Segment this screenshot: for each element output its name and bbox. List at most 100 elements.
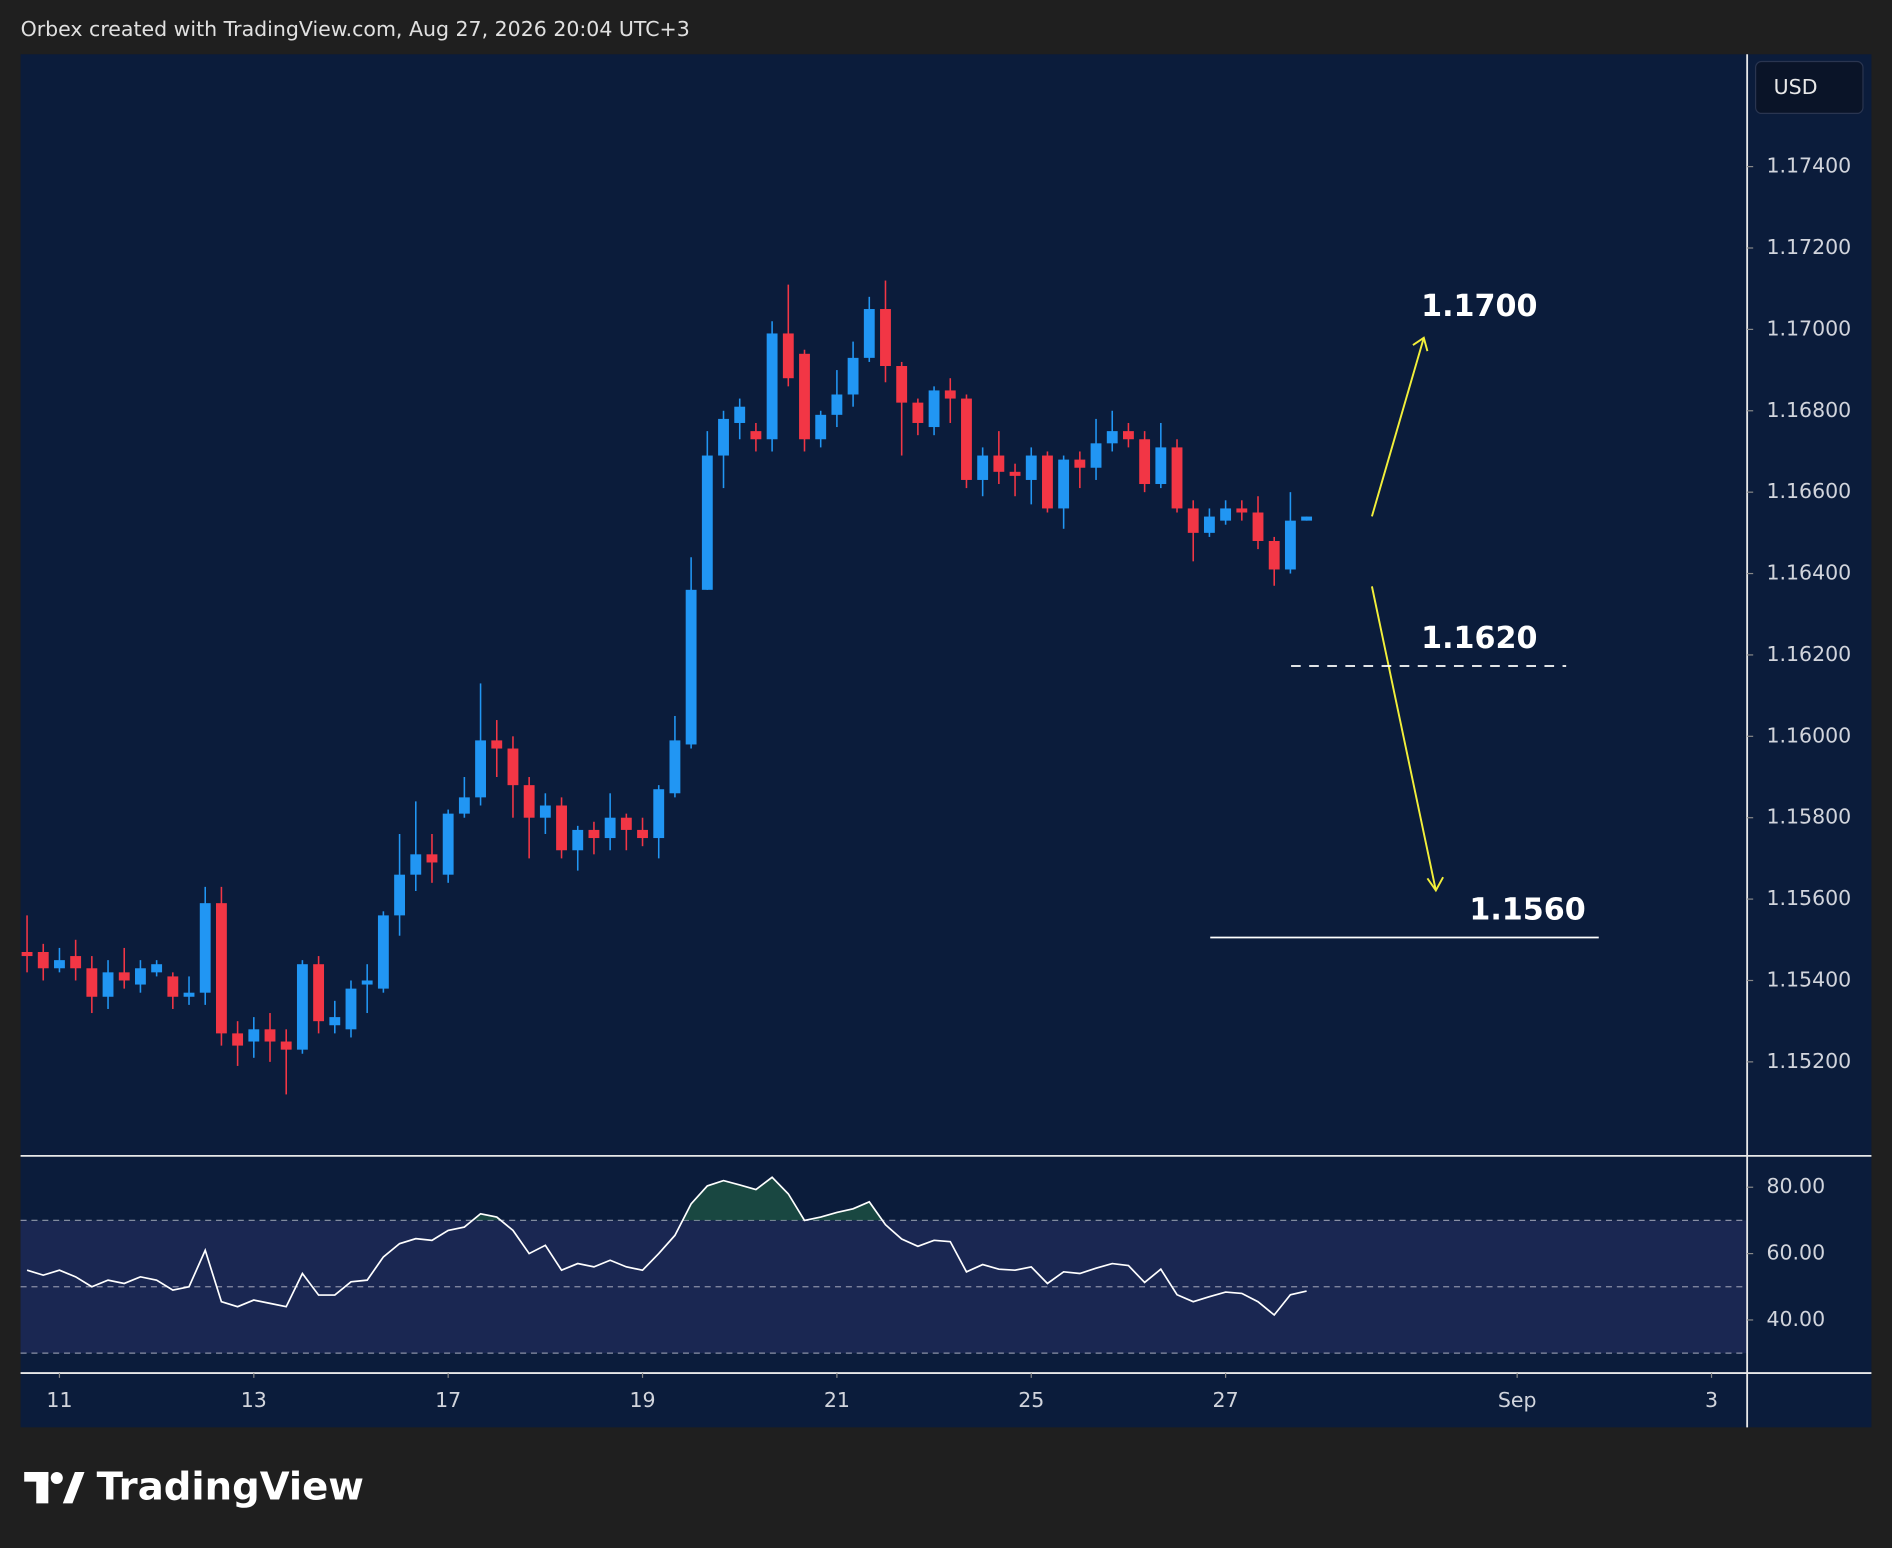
x-tick-label: 27 xyxy=(1213,1388,1239,1412)
candle-body xyxy=(993,455,1005,472)
candle-body xyxy=(151,964,163,973)
candle-body xyxy=(1268,540,1280,570)
x-tick-label: 19 xyxy=(629,1388,655,1412)
level-label: 1.1620 xyxy=(1421,621,1537,656)
candle-body xyxy=(37,951,49,969)
candle-body xyxy=(620,817,632,830)
candle-body xyxy=(345,988,357,1030)
y-tick-label: 1.17000 xyxy=(1766,316,1851,340)
y-tick-label: 1.15400 xyxy=(1766,967,1851,991)
candle-body xyxy=(54,960,65,969)
x-tick-label: 11 xyxy=(46,1388,72,1412)
candle-body xyxy=(1106,431,1118,444)
candle-body xyxy=(361,980,373,985)
candle-body xyxy=(896,366,908,403)
x-tick-label: 17 xyxy=(435,1388,461,1412)
level-label: 1.1700 xyxy=(1421,289,1537,324)
candle-body xyxy=(831,394,843,415)
candle-body xyxy=(1009,471,1021,476)
candle-body xyxy=(1284,520,1296,570)
header: Orbex created with TradingView.com, Aug … xyxy=(21,17,690,41)
arrow-head xyxy=(1426,876,1444,893)
candle-body xyxy=(928,390,940,428)
candle-body xyxy=(426,854,438,863)
y-tick-label: 40.00 xyxy=(1766,1307,1825,1331)
candle-body xyxy=(86,968,98,997)
candle-body xyxy=(1171,447,1183,509)
candle-body xyxy=(167,976,179,997)
candle-body xyxy=(961,398,972,480)
arrow-down xyxy=(1370,586,1437,891)
candle-body xyxy=(685,589,697,745)
y-tick-label: 1.16800 xyxy=(1766,398,1851,422)
y-tick-label: 1.17400 xyxy=(1766,154,1851,178)
candle-body xyxy=(637,829,648,839)
x-tick-label: 21 xyxy=(824,1388,850,1412)
candle-body xyxy=(313,964,325,1022)
candle-body xyxy=(572,829,584,851)
candle-body xyxy=(847,357,859,395)
y-tick-label: 1.15600 xyxy=(1766,886,1851,910)
candle-body xyxy=(556,805,567,851)
candle-body xyxy=(782,333,794,379)
candle-body xyxy=(669,740,681,794)
x-tick-label: Sep xyxy=(1498,1388,1537,1412)
candle-body xyxy=(280,1041,292,1050)
x-tick-label: 13 xyxy=(241,1388,267,1412)
candle-body xyxy=(102,972,114,997)
logo-text: TradingView xyxy=(97,1464,364,1509)
rsi-line xyxy=(26,1176,1307,1317)
candle-body xyxy=(880,309,891,367)
currency-button[interactable] xyxy=(1754,60,1864,115)
candle-body xyxy=(1139,439,1151,485)
candle-body xyxy=(70,956,82,969)
x-tick-label: 3 xyxy=(1705,1388,1718,1412)
candle-body xyxy=(1220,508,1232,521)
candle-body xyxy=(264,1029,276,1042)
candle-body xyxy=(135,968,146,985)
arrow-up xyxy=(1370,337,1425,517)
candle-body xyxy=(701,455,713,590)
candle-body xyxy=(1058,459,1070,509)
candle-body xyxy=(1042,455,1053,509)
candle-body xyxy=(329,1017,341,1026)
candle-body xyxy=(523,785,535,818)
candle-body xyxy=(296,964,308,1050)
candle-body xyxy=(248,1029,260,1042)
candle-body xyxy=(118,972,130,981)
candle-body xyxy=(653,789,665,839)
candle-body xyxy=(1155,447,1167,485)
candle-body xyxy=(539,805,551,818)
candle-body xyxy=(815,414,827,440)
candle-body xyxy=(799,353,810,440)
candle-body xyxy=(394,874,406,916)
chart-area xyxy=(20,54,1872,1428)
candle-body xyxy=(215,903,227,1034)
candle-body xyxy=(912,402,924,423)
candle-body xyxy=(1203,516,1215,533)
candle-body xyxy=(718,418,729,456)
candle-body xyxy=(442,813,454,875)
y-tick-label: 1.17200 xyxy=(1766,235,1851,259)
candle-body xyxy=(458,797,470,814)
candle-body xyxy=(1187,508,1199,533)
candle-body xyxy=(1301,516,1313,521)
candle-body xyxy=(475,740,486,798)
currency-label: USD xyxy=(1774,75,1818,99)
candle-body xyxy=(199,903,211,993)
candle-body xyxy=(410,854,422,875)
y-tick-label: 1.15800 xyxy=(1766,805,1851,829)
candle-body xyxy=(1123,431,1134,440)
candle-body xyxy=(863,309,875,358)
y-tick-label: 80.00 xyxy=(1766,1174,1825,1198)
x-tick-label: 25 xyxy=(1018,1388,1044,1412)
candle-body xyxy=(491,740,503,749)
candle-body xyxy=(1090,443,1102,468)
candle-body xyxy=(1236,508,1248,513)
logo-icon xyxy=(24,1471,85,1504)
level-label: 1.1560 xyxy=(1469,892,1585,927)
candle-body xyxy=(21,951,33,957)
candle-body xyxy=(750,431,762,440)
candle-body xyxy=(183,992,195,997)
